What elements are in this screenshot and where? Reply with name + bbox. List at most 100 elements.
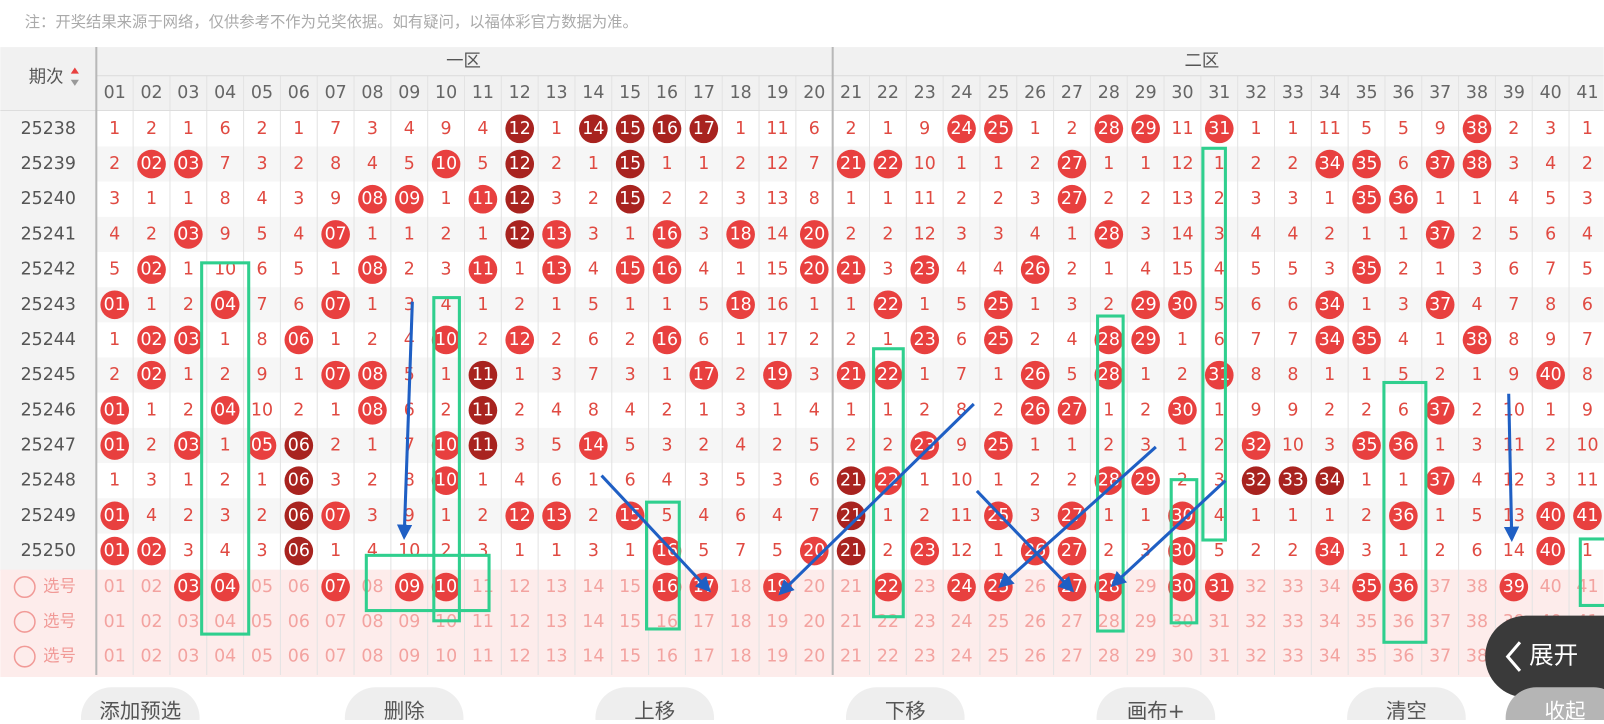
select-number[interactable]: 25 (987, 612, 1009, 632)
button-label[interactable]: 清空 (1386, 699, 1427, 723)
select-number[interactable]: 33 (1282, 612, 1304, 632)
button-label[interactable]: 画布+ (1127, 699, 1185, 723)
select-number[interactable]: 10 (435, 647, 457, 667)
select-number[interactable]: 22 (877, 612, 899, 632)
select-number[interactable]: 17 (693, 612, 715, 632)
button-label[interactable]: 删除 (384, 699, 425, 723)
select-number[interactable]: 03 (177, 612, 199, 632)
select-number[interactable]: 29 (1135, 577, 1157, 597)
select-number[interactable]: 14 (582, 577, 604, 597)
select-number[interactable]: 19 (766, 612, 788, 632)
select-number[interactable]: 32 (1245, 647, 1267, 667)
select-number[interactable]: 26 (1024, 612, 1046, 632)
select-number[interactable]: 06 (288, 612, 310, 632)
select-number[interactable]: 12 (509, 612, 531, 632)
select-number[interactable]: 32 (1245, 577, 1267, 597)
select-number[interactable]: 05 (251, 647, 273, 667)
select-number[interactable]: 35 (1355, 647, 1377, 667)
select-number[interactable]: 06 (288, 647, 310, 667)
select-number[interactable]: 37 (1429, 612, 1451, 632)
select-number[interactable]: 04 (214, 577, 236, 597)
select-number[interactable]: 31 (1208, 612, 1230, 632)
select-number[interactable]: 13 (545, 647, 567, 667)
select-number[interactable]: 24 (950, 612, 972, 632)
select-number[interactable]: 29 (1135, 612, 1157, 632)
select-number[interactable]: 38 (1466, 577, 1488, 597)
select-number[interactable]: 15 (619, 577, 641, 597)
select-number[interactable]: 06 (288, 577, 310, 597)
button[interactable] (1096, 687, 1216, 724)
select-number[interactable]: 04 (214, 612, 236, 632)
select-number[interactable]: 16 (656, 647, 678, 667)
select-number[interactable]: 11 (472, 612, 494, 632)
select-number[interactable]: 02 (140, 577, 162, 597)
select-number[interactable]: 11 (472, 577, 494, 597)
select-number[interactable]: 21 (840, 612, 862, 632)
select-number[interactable]: 24 (950, 577, 972, 597)
select-number[interactable]: 03 (177, 577, 199, 597)
select-number[interactable]: 16 (656, 612, 678, 632)
select-number[interactable]: 34 (1319, 612, 1341, 632)
select-number[interactable]: 14 (582, 647, 604, 667)
expand-button[interactable] (1485, 615, 1604, 698)
select-number[interactable]: 20 (803, 577, 825, 597)
select-number[interactable]: 27 (1061, 647, 1083, 667)
select-number[interactable]: 13 (545, 577, 567, 597)
select-number[interactable]: 26 (1024, 577, 1046, 597)
select-number[interactable]: 07 (325, 577, 347, 597)
select-number[interactable]: 20 (803, 647, 825, 667)
select-number[interactable]: 20 (803, 612, 825, 632)
select-number[interactable]: 01 (104, 577, 126, 597)
select-number[interactable]: 38 (1466, 647, 1488, 667)
select-number[interactable]: 05 (251, 612, 273, 632)
select-number[interactable]: 08 (361, 577, 383, 597)
select-number[interactable]: 31 (1208, 577, 1230, 597)
select-number[interactable]: 29 (1135, 647, 1157, 667)
button[interactable] (1505, 687, 1604, 724)
select-number[interactable]: 32 (1245, 612, 1267, 632)
select-number[interactable]: 18 (730, 612, 752, 632)
select-number[interactable]: 30 (1171, 647, 1193, 667)
select-number[interactable]: 27 (1061, 612, 1083, 632)
select-number[interactable]: 01 (104, 647, 126, 667)
button-label[interactable]: 下移 (885, 699, 926, 723)
select-radio[interactable] (13, 645, 36, 668)
select-number[interactable]: 28 (1098, 647, 1120, 667)
select-number[interactable]: 17 (693, 647, 715, 667)
select-number[interactable]: 22 (877, 647, 899, 667)
select-number[interactable]: 08 (361, 612, 383, 632)
select-number[interactable]: 07 (325, 647, 347, 667)
select-number[interactable]: 36 (1392, 577, 1414, 597)
select-number[interactable]: 12 (509, 577, 531, 597)
select-number[interactable]: 04 (214, 647, 236, 667)
select-number[interactable]: 09 (398, 577, 420, 597)
select-number[interactable]: 02 (140, 612, 162, 632)
select-number[interactable]: 21 (840, 577, 862, 597)
button[interactable] (344, 687, 464, 724)
select-number[interactable]: 09 (398, 612, 420, 632)
button-label[interactable]: 添加预选 (99, 699, 181, 723)
select-number[interactable]: 33 (1282, 647, 1304, 667)
select-number[interactable]: 33 (1282, 577, 1304, 597)
select-number[interactable]: 10 (435, 577, 457, 597)
select-number[interactable]: 21 (840, 647, 862, 667)
select-number[interactable]: 07 (325, 612, 347, 632)
button-label[interactable]: 上移 (634, 699, 675, 723)
button-label[interactable]: 收起 (1545, 699, 1586, 723)
select-number[interactable]: 15 (619, 647, 641, 667)
select-number[interactable]: 35 (1355, 612, 1377, 632)
select-number[interactable]: 12 (509, 647, 531, 667)
select-number[interactable]: 37 (1429, 647, 1451, 667)
select-number[interactable]: 30 (1171, 577, 1193, 597)
select-number[interactable]: 23 (914, 577, 936, 597)
select-number[interactable]: 23 (914, 647, 936, 667)
button[interactable] (1347, 687, 1466, 724)
select-number[interactable]: 02 (140, 647, 162, 667)
select-number[interactable]: 22 (877, 577, 899, 597)
select-number[interactable]: 25 (987, 647, 1009, 667)
select-number[interactable]: 23 (914, 612, 936, 632)
select-number[interactable]: 24 (950, 647, 972, 667)
select-number[interactable]: 05 (251, 577, 273, 597)
select-number[interactable]: 16 (656, 577, 678, 597)
select-number[interactable]: 37 (1429, 577, 1451, 597)
